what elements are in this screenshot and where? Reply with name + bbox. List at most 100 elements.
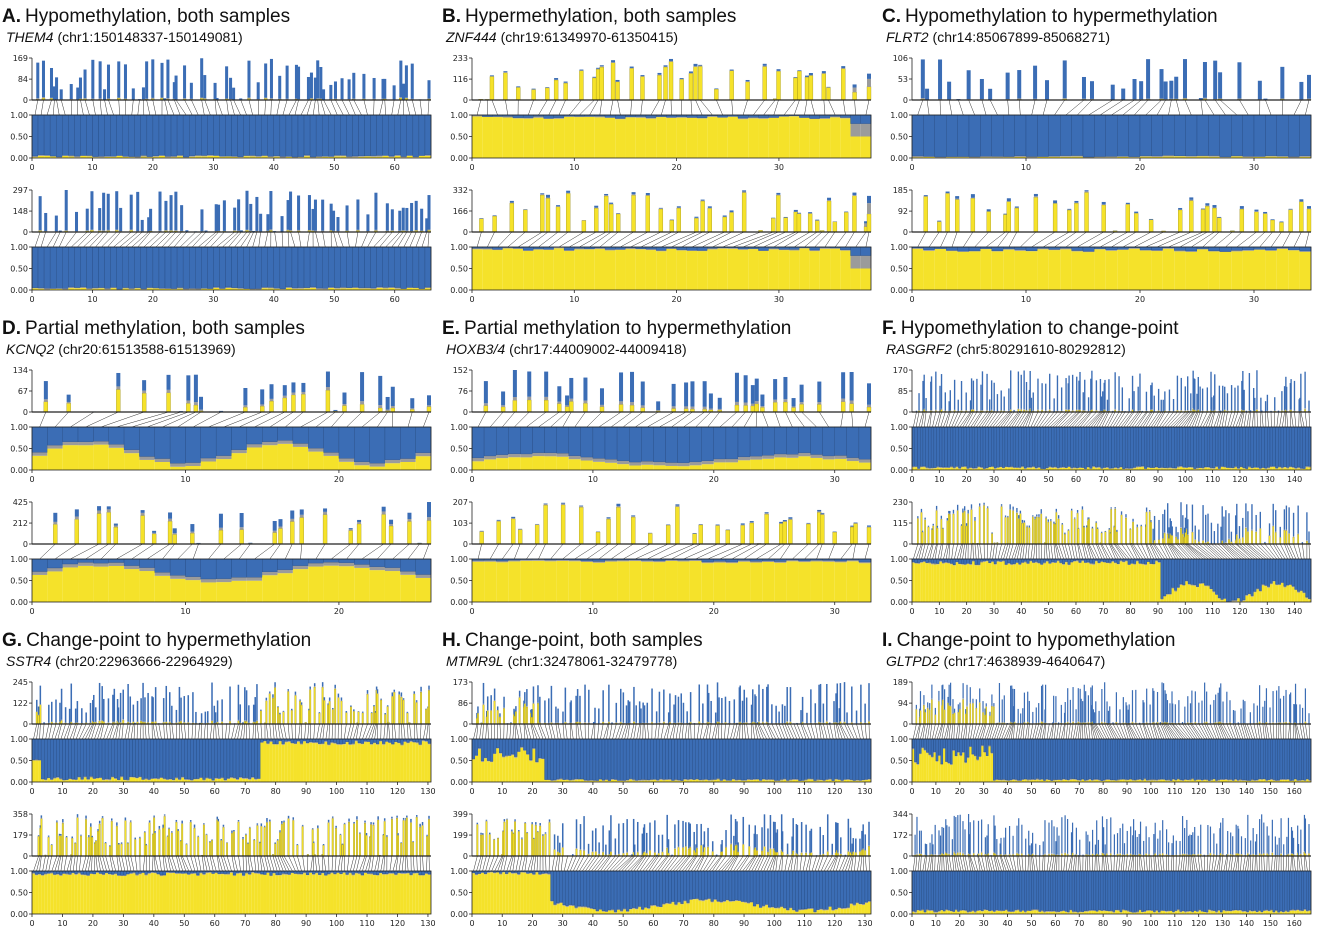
fraction-bar xyxy=(1069,870,1073,914)
fraction-bar xyxy=(246,426,263,470)
connector-line xyxy=(1045,543,1048,560)
connector-line xyxy=(976,411,988,428)
fraction-bar xyxy=(941,426,945,470)
fraction-bar xyxy=(134,246,141,290)
connector-line xyxy=(1143,855,1146,872)
connector-line xyxy=(1233,723,1239,740)
fraction-bar xyxy=(957,114,970,158)
connector-line xyxy=(502,411,516,428)
count-bar xyxy=(864,703,867,725)
fraction-bar xyxy=(778,114,790,158)
fraction-bar xyxy=(275,870,279,914)
count-bar xyxy=(391,692,394,725)
connector-line xyxy=(1252,855,1254,872)
count-bar xyxy=(1119,828,1121,857)
fraction-bar xyxy=(1082,246,1095,290)
count-bar xyxy=(754,378,759,413)
fraction-bar xyxy=(1089,426,1093,470)
fraction-bar xyxy=(680,738,684,782)
fraction-bar xyxy=(574,870,578,914)
connector-line xyxy=(1239,99,1249,116)
count-bar xyxy=(333,81,338,101)
connector-line xyxy=(476,231,482,248)
count-bar xyxy=(1194,691,1197,725)
connector-line xyxy=(835,723,840,740)
count-bar xyxy=(606,517,611,545)
fraction-bar xyxy=(207,114,214,158)
connector-line xyxy=(1104,411,1114,428)
connector-line xyxy=(1220,543,1237,560)
fraction-bar xyxy=(1303,870,1307,914)
fraction-bar xyxy=(985,870,989,914)
connector-line xyxy=(985,231,1006,248)
count-bar xyxy=(482,682,485,725)
fraction-bar xyxy=(1256,426,1260,470)
count-bar xyxy=(1080,698,1082,725)
x-tick-label: 20 xyxy=(955,919,965,928)
fraction-bar xyxy=(813,870,817,914)
fraction-bar xyxy=(1040,558,1044,602)
fraction-bar xyxy=(129,738,133,782)
connector-line xyxy=(929,411,932,428)
fraction-bar xyxy=(44,738,48,782)
connector-line xyxy=(762,723,770,740)
count-bar xyxy=(936,525,939,545)
fraction-tick-label: 1.00 xyxy=(450,867,468,876)
connector-line xyxy=(937,543,942,560)
connector-line xyxy=(1060,411,1077,428)
fraction-bar xyxy=(59,738,63,782)
fraction-bar xyxy=(37,246,45,290)
connector-line xyxy=(1088,99,1113,116)
fraction-bar xyxy=(1124,426,1129,470)
fraction-bar xyxy=(122,114,129,158)
count-bar xyxy=(866,195,872,233)
connector-line xyxy=(1273,411,1275,428)
fraction-bar xyxy=(1029,558,1033,602)
count-bar xyxy=(940,515,943,545)
fraction-bar xyxy=(1073,558,1077,602)
x-tick-label: 70 xyxy=(240,787,250,796)
count-bar xyxy=(822,703,825,725)
connector-line xyxy=(912,723,917,740)
count-bar xyxy=(1213,700,1215,725)
count-bar xyxy=(633,686,635,725)
fraction-bar xyxy=(1165,558,1170,602)
connector-line xyxy=(1068,723,1071,740)
count-bar xyxy=(1239,206,1245,233)
connector-line xyxy=(1141,543,1149,560)
count-bar xyxy=(984,708,986,725)
count-bar xyxy=(167,512,173,545)
connector-line xyxy=(323,99,332,116)
fraction-bar xyxy=(1242,426,1246,470)
connector-line xyxy=(1030,411,1039,428)
connector-line xyxy=(915,855,918,872)
connector-line xyxy=(621,723,627,740)
connector-line xyxy=(1163,723,1172,740)
connector-line xyxy=(989,411,1002,428)
count-bar xyxy=(124,817,127,857)
fraction-bar xyxy=(37,114,45,158)
connector-line xyxy=(517,231,543,248)
fraction-bar xyxy=(1255,738,1259,782)
count-bar xyxy=(1198,702,1200,725)
fraction-bar xyxy=(1196,426,1200,470)
fraction-bar xyxy=(788,114,800,158)
fraction-bar xyxy=(1014,114,1027,158)
connector-line xyxy=(660,855,673,872)
count-bar xyxy=(101,192,106,233)
fraction-bar xyxy=(961,426,965,470)
count-bar xyxy=(116,372,121,413)
connector-line xyxy=(1111,231,1137,248)
fraction-bar xyxy=(930,738,934,782)
connector-line xyxy=(491,855,499,872)
connector-line xyxy=(1104,855,1107,872)
fraction-bar xyxy=(1097,426,1101,470)
connector-line xyxy=(929,723,933,740)
count-bar xyxy=(1027,830,1030,857)
connector-line xyxy=(1051,855,1055,872)
connector-line xyxy=(82,723,91,740)
count-bar xyxy=(1167,842,1170,857)
connector-line xyxy=(845,855,851,872)
count-bar xyxy=(539,823,542,857)
count-bar xyxy=(1210,522,1213,544)
